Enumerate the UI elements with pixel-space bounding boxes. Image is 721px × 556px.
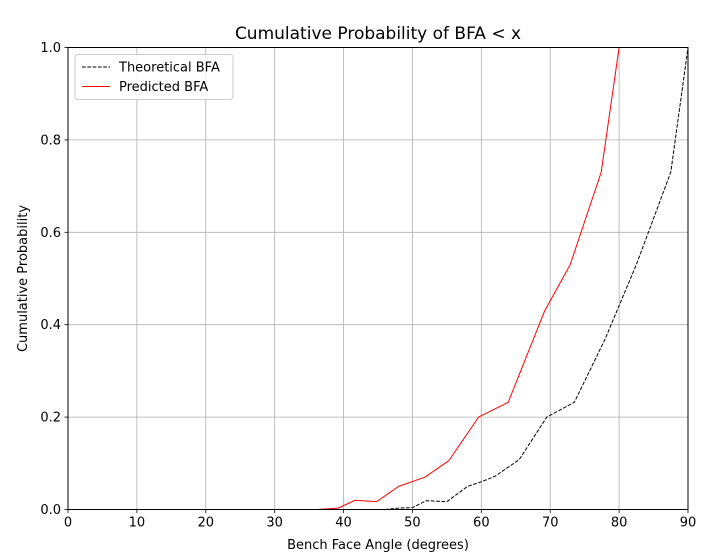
legend-box [74, 54, 234, 100]
y-tick-label-2: 0.4 [40, 318, 61, 333]
chart-title: Cumulative Probability of BFA < x [235, 24, 521, 44]
x-tick-label-4: 40 [335, 516, 352, 531]
plot-frame [67, 47, 689, 510]
x-tick-label-2: 20 [198, 516, 215, 531]
ticks: 0 10 20 30 40 50 60 70 80 90 0.0 0.2 0.4 0.6 0.8 1.0 [40, 41, 696, 531]
y-tick-label-4: 0.8 [40, 133, 61, 148]
legend: Theoretical BFA Predicted BFA [74, 54, 234, 100]
series-line-theoretical-bfa [384, 47, 689, 510]
y-tick-label-3: 0.6 [40, 226, 61, 241]
y-tick-label-5: 1.0 [40, 41, 61, 56]
x-tick-label-3: 30 [266, 516, 283, 531]
x-tick-label-9: 90 [680, 516, 697, 531]
legend-label-theoretical: Theoretical BFA [118, 61, 220, 76]
x-tick-label-8: 80 [611, 516, 628, 531]
x-tick-label-6: 60 [473, 516, 490, 531]
y-tick-label-1: 0.2 [40, 411, 61, 426]
legend-label-predicted: Predicted BFA [119, 80, 208, 95]
series-layer [317, 47, 689, 510]
x-axis-label: Bench Face Angle (degrees) [287, 538, 469, 553]
x-tick-label-5: 50 [404, 516, 421, 531]
y-axis-label: Cumulative Probability [16, 205, 31, 352]
x-tick-label-0: 0 [64, 516, 72, 531]
x-tick-label-1: 10 [129, 516, 146, 531]
y-tick-label-0: 0.0 [40, 503, 61, 518]
x-tick-label-7: 70 [542, 516, 559, 531]
series-line-predicted-bfa [317, 47, 620, 510]
